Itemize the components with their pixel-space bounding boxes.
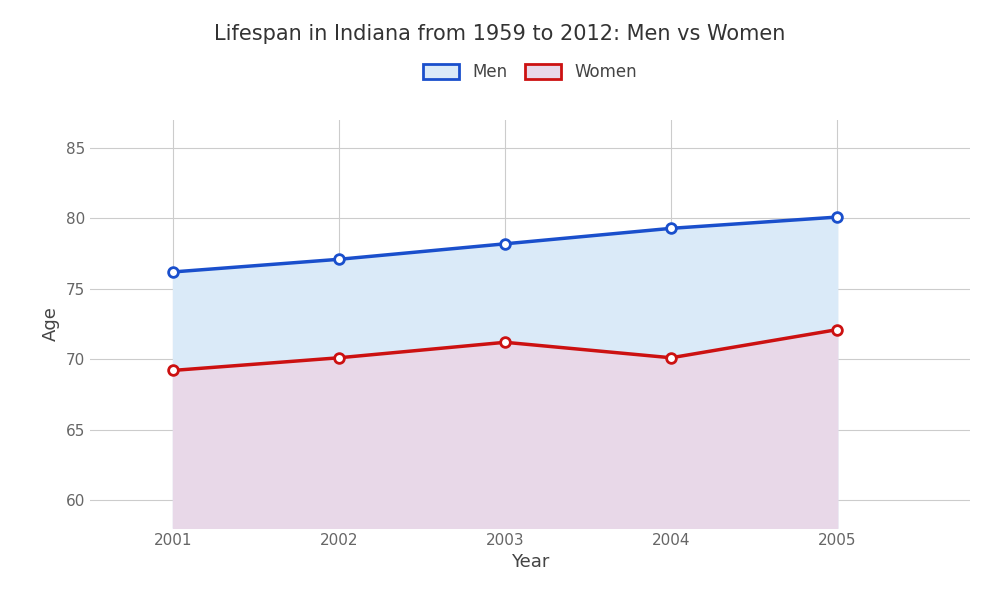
- Men: [831, 214, 843, 221]
- Line: Men: Men: [168, 212, 842, 277]
- Line: Women: Women: [168, 325, 842, 375]
- Women: [333, 354, 345, 361]
- Y-axis label: Age: Age: [42, 307, 60, 341]
- X-axis label: Year: Year: [511, 553, 549, 571]
- Women: [665, 354, 677, 361]
- Text: Lifespan in Indiana from 1959 to 2012: Men vs Women: Lifespan in Indiana from 1959 to 2012: M…: [214, 24, 786, 44]
- Women: [499, 338, 511, 346]
- Women: [167, 367, 179, 374]
- Men: [665, 225, 677, 232]
- Men: [167, 268, 179, 275]
- Men: [333, 256, 345, 263]
- Women: [831, 326, 843, 333]
- Legend: Men, Women: Men, Women: [414, 55, 646, 89]
- Men: [499, 240, 511, 247]
